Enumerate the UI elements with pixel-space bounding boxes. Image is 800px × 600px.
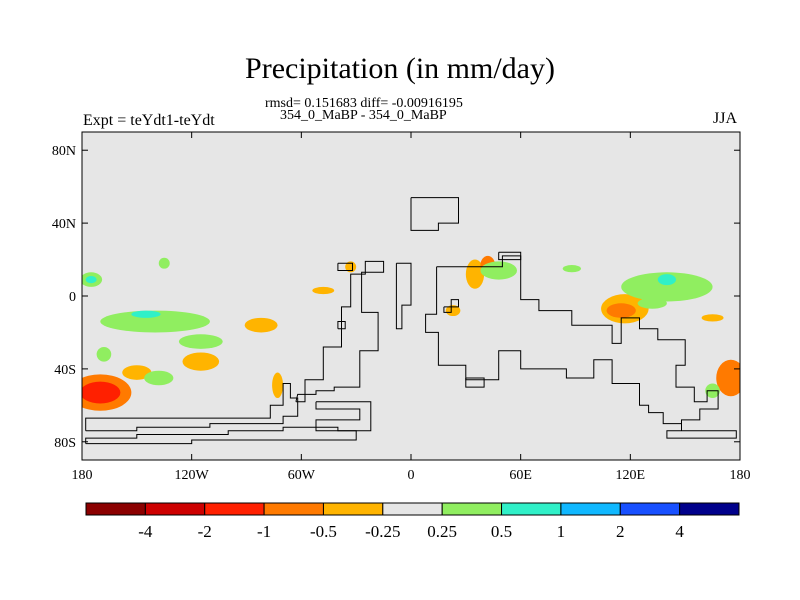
- y-tick-label: 80N: [52, 144, 76, 159]
- x-tick-label: 0: [408, 468, 415, 483]
- coastline-layer: [85, 197, 737, 445]
- chart-title: Precipitation (in mm/day): [245, 52, 555, 85]
- y-tick-label: 0: [69, 290, 76, 305]
- coastline: [443, 299, 459, 313]
- anomaly-patch: [158, 257, 170, 269]
- anomaly-patch: [480, 261, 518, 280]
- colorbar-swatch: [560, 502, 621, 516]
- chart-subtitle: 354_0_MaBP - 354_0_MaBP: [280, 108, 447, 123]
- anomaly-patch: [122, 365, 152, 380]
- anomaly-patch: [131, 310, 161, 318]
- anomaly-patch: [345, 261, 357, 273]
- anomaly-patch: [272, 372, 284, 399]
- y-tick-label: 80S: [54, 436, 76, 451]
- coastline: [315, 401, 372, 432]
- colorbar-swatch: [382, 502, 443, 516]
- x-tick-label: 60E: [509, 468, 532, 483]
- coastline: [465, 377, 485, 388]
- anomaly-patch: [606, 303, 636, 318]
- axis-ticks: 180 120W 60W 0 60E 120E 180 80N 40N 0 40S 80S: [52, 132, 751, 483]
- colorbar-swatch: [144, 502, 206, 516]
- coastline: [337, 262, 353, 271]
- y-tick-label: 40S: [54, 363, 76, 378]
- anomaly-patch: [562, 265, 581, 273]
- colorbar-label: -2: [198, 522, 212, 541]
- anomaly-patch: [96, 347, 112, 362]
- colorbar-swatch: [619, 502, 681, 516]
- anomaly-patch: [178, 334, 223, 349]
- anomaly-patch: [144, 370, 174, 386]
- anomaly-patch: [445, 305, 461, 317]
- colorbar-swatch: [441, 502, 503, 516]
- coastline: [498, 251, 522, 261]
- anomaly-patch: [701, 314, 724, 322]
- coastline: [85, 426, 357, 445]
- colorbar-swatch: [263, 502, 324, 516]
- coastline: [395, 262, 412, 330]
- colorbar-label: -1: [257, 522, 271, 541]
- x-tick-label: 120E: [616, 468, 646, 483]
- y-tick-label: 40N: [52, 217, 76, 232]
- colorbar-label: 0.5: [491, 522, 512, 541]
- anomaly-patch: [82, 381, 121, 404]
- anomaly-patch: [621, 272, 713, 302]
- coastline: [337, 321, 346, 330]
- rmsd-diff-stats: rmsd= 0.151683 diff= -0.00916195: [265, 96, 463, 111]
- x-tick-label: 60W: [288, 468, 316, 483]
- colorbar-swatch: [204, 502, 265, 516]
- x-tick-label: 180: [730, 468, 751, 483]
- colorbar-label: 1: [557, 522, 566, 541]
- coastline: [85, 383, 299, 432]
- colorbar-label: -0.5: [310, 522, 337, 541]
- season-label: JJA: [713, 110, 738, 127]
- colorbar-label: -4: [138, 522, 153, 541]
- x-tick-label: 180: [72, 468, 93, 483]
- colorbar-swatch: [322, 502, 384, 516]
- colorbar-label: -0.25: [365, 522, 400, 541]
- colorbar-label: 0.25: [427, 522, 457, 541]
- anomaly-patch: [85, 275, 97, 284]
- anomaly-layer: [82, 255, 740, 411]
- anomaly-patch: [312, 286, 335, 295]
- x-tick-label: 120W: [175, 468, 210, 483]
- anomaly-patch: [182, 352, 220, 371]
- anomaly-patch: [716, 359, 740, 397]
- anomaly-patch: [637, 297, 667, 309]
- colorbar-label: 4: [675, 522, 684, 541]
- colorbar: -4 -2 -1 -0.5 -0.25 0.25 0.5 1 2 4: [85, 502, 740, 541]
- anomaly-patch: [657, 274, 677, 286]
- anomaly-patch: [244, 317, 278, 333]
- coastline: [425, 255, 737, 439]
- anomaly-patch: [100, 310, 210, 333]
- coastline: [295, 260, 385, 403]
- colorbar-label: 2: [616, 522, 625, 541]
- coastline: [410, 197, 459, 231]
- colorbar-swatch: [679, 502, 740, 516]
- colorbar-swatch: [85, 502, 146, 516]
- colorbar-swatch: [501, 502, 562, 516]
- experiment-label: Expt = teYdt1-teYdt: [83, 112, 215, 129]
